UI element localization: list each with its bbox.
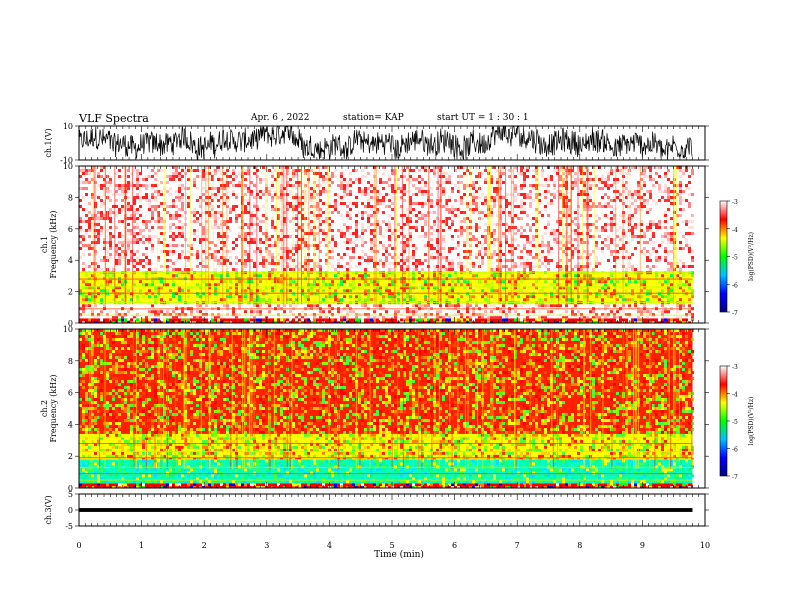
ch2-spectrogram [79,329,705,488]
colorbar-tick-label: -4 [732,392,738,399]
y-tick-label: 2 [68,288,73,297]
x-axis-label: Time (min) [374,549,424,560]
y-tick-label: 6 [68,389,73,398]
y-tick-label: 10 [63,122,73,131]
ch3-waveform [79,508,693,512]
x-tick-label: 1 [139,541,144,550]
y-axis-label: Frequency (kHz) [49,374,58,442]
x-tick-label: 5 [389,541,394,550]
colorbar-2 [719,365,728,477]
colorbar-tick-label: -5 [732,255,738,262]
y-tick-label: 4 [68,256,73,265]
ch1-trace [78,125,693,161]
x-tick-label: 10 [700,541,710,550]
plot-title: VLF Spectra [79,112,149,125]
y-tick-label: 8 [68,193,73,202]
y-tick-label: -5 [65,522,73,531]
ch1-spectrogram-band-0-cells [82,318,694,323]
station-label: station= KAP [343,113,404,123]
colorbar-tick-label: -6 [732,447,738,454]
x-tick-label: 8 [577,541,582,550]
y-tick-label: 8 [68,357,73,366]
x-tick-label: 6 [452,541,457,550]
colorbar-label: log(PSD)(V²/Hz) [748,397,755,446]
y-tick-label: 10 [63,162,73,171]
x-tick-label: 0 [76,541,81,550]
colorbar-tick-label: -4 [732,227,738,234]
ch1-spectrogram [79,166,705,323]
ch1-waveform [78,125,693,161]
x-tick-label: 4 [327,541,332,550]
ch2-spectrogram-streaks [89,329,693,469]
y-tick-label: 0 [68,319,73,328]
colorbar-tick-label: -7 [732,310,738,317]
colorbar-tick-label: -3 [732,364,738,371]
date-label: Apr. 6 , 2022 [251,113,310,123]
y-tick-label: 0 [68,484,73,493]
x-tick-label: 3 [264,541,269,550]
colorbar-tick-label: -3 [732,199,738,206]
y-tick-label: -10 [60,156,73,165]
y-tick-label: 6 [68,225,73,234]
colorbar-tick-label: -6 [732,282,738,289]
y-tick-label: 2 [68,452,73,461]
colorbar-1 [719,200,728,313]
x-tick-label: 9 [640,541,645,550]
y-tick-label: 4 [68,420,73,429]
y-tick-label: 0 [68,506,73,515]
x-tick-label: 2 [202,541,207,550]
colorbar-tick-label: -5 [732,419,738,426]
y-axis-label: ch.1(V) [44,128,53,157]
ch2-spectrogram-band-0-cells [79,483,691,488]
ch3-trace [79,508,693,512]
y-axis-label: Frequency (kHz) [49,210,58,278]
colorbar-tick-label: -7 [732,474,738,481]
ch2-spectrogram-band-1-cells [79,459,694,484]
y-axis-label: ch.1 [40,236,49,253]
x-tick-label: 7 [515,541,520,550]
y-axis-label: ch.2 [40,400,49,417]
y-tick-label: 10 [63,325,73,334]
y-tick-label: 5 [68,490,73,499]
y-axis-label: ch.3(V) [44,495,53,524]
ch1-spectrogram-streaks [92,166,677,305]
start-ut-label: start UT = 1 : 30 : 1 [437,113,529,123]
colorbar-label: log(PSD)(V²/Hz) [748,232,755,281]
